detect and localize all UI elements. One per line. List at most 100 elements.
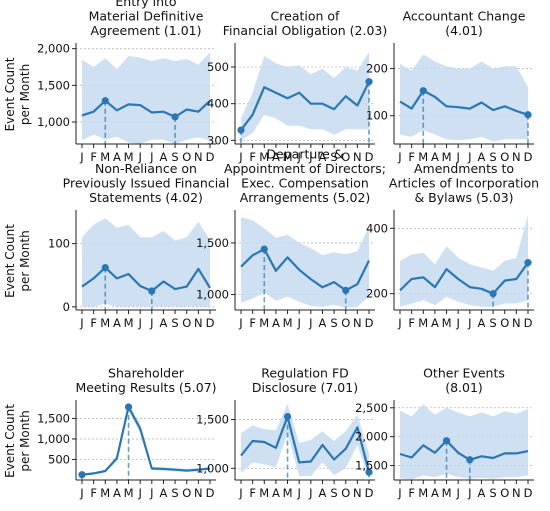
x-tick-label: O bbox=[182, 486, 191, 500]
x-tick-label: O bbox=[182, 150, 191, 164]
y-tick-label: 2,000 bbox=[37, 42, 70, 56]
y-axis-label: Event Count bbox=[3, 57, 17, 131]
x-tick-label: F bbox=[249, 486, 256, 500]
y-tick-label: 1,500 bbox=[355, 459, 388, 473]
x-tick-label: N bbox=[353, 150, 362, 164]
panel-title-line: Arrangements (5.02) bbox=[240, 190, 371, 205]
x-tick-label: D bbox=[206, 150, 215, 164]
x-tick-label: F bbox=[90, 316, 97, 330]
series-line bbox=[399, 439, 529, 461]
y-tick-label: 1,000 bbox=[196, 461, 229, 475]
x-tick-label: J bbox=[137, 316, 141, 330]
panel-title-line: Shareholder bbox=[108, 366, 185, 381]
data-point-marker bbox=[365, 78, 373, 86]
x-tick-label: J bbox=[467, 150, 471, 164]
data-point-marker bbox=[124, 403, 133, 411]
y-axis-label: per Month bbox=[18, 410, 32, 471]
x-tick-label: J bbox=[238, 150, 242, 164]
y-tick-label: 1,000 bbox=[37, 115, 70, 129]
x-tick-label: A bbox=[160, 486, 168, 500]
series-line bbox=[240, 415, 371, 473]
x-tick-label: J bbox=[79, 316, 83, 330]
panel-title-line: Disclosure (7.01) bbox=[252, 380, 358, 395]
x-tick-label: J bbox=[455, 316, 459, 330]
panel-title-line: (4.01) bbox=[445, 23, 483, 38]
panel-title-line: Appointment of Directors; bbox=[224, 161, 386, 176]
x-tick-label: N bbox=[353, 316, 362, 330]
x-tick-label: M bbox=[124, 486, 134, 500]
data-point-marker bbox=[466, 456, 474, 464]
x-tick-label: M bbox=[259, 316, 269, 330]
data-point-marker bbox=[442, 437, 451, 445]
x-tick-label: J bbox=[149, 316, 153, 330]
x-tick-label: D bbox=[206, 316, 215, 330]
x-tick-label: S bbox=[489, 486, 496, 500]
x-tick-label: J bbox=[238, 316, 242, 330]
x-tick-label: J bbox=[455, 486, 459, 500]
y-tick-label: 2,500 bbox=[355, 401, 388, 415]
data-point-marker bbox=[171, 113, 179, 121]
y-axis-label: per Month bbox=[18, 230, 32, 291]
y-tick-label: 1,500 bbox=[37, 78, 70, 92]
y-tick-label: 500 bbox=[48, 452, 70, 466]
x-tick-label: D bbox=[206, 486, 215, 500]
x-tick-label: A bbox=[319, 316, 327, 330]
panel-title-line: Entry into bbox=[115, 0, 176, 9]
x-tick-label: A bbox=[113, 486, 121, 500]
x-tick-label: N bbox=[353, 486, 362, 500]
panel-title-line: Exec. Compensation bbox=[241, 176, 369, 191]
x-tick-label: F bbox=[408, 486, 415, 500]
panel-title-line: Previously Issued Financial bbox=[63, 176, 230, 191]
y-tick-label: 400 bbox=[366, 221, 388, 235]
y-tick-label: 200 bbox=[366, 62, 388, 76]
x-tick-label: N bbox=[194, 486, 203, 500]
x-tick-label: M bbox=[283, 486, 293, 500]
data-point-marker bbox=[524, 259, 532, 267]
x-tick-label: O bbox=[500, 150, 509, 164]
x-tick-label: J bbox=[397, 316, 401, 330]
confidence-band bbox=[241, 217, 369, 308]
y-tick-label: 1,000 bbox=[37, 432, 70, 446]
x-tick-label: M bbox=[283, 150, 293, 164]
y-tick-label: 200 bbox=[366, 287, 388, 301]
x-tick-label: O bbox=[182, 316, 191, 330]
y-tick-label: 500 bbox=[207, 60, 229, 74]
data-point-marker bbox=[260, 245, 268, 253]
x-tick-label: N bbox=[194, 150, 203, 164]
y-tick-label: 100 bbox=[48, 237, 70, 251]
x-tick-label: M bbox=[442, 316, 452, 330]
x-tick-label: D bbox=[365, 316, 374, 330]
x-tick-label: J bbox=[397, 486, 401, 500]
y-tick-label: 400 bbox=[207, 97, 229, 111]
data-point-marker bbox=[524, 111, 532, 119]
x-tick-label: M bbox=[259, 486, 269, 500]
x-tick-label: A bbox=[478, 486, 486, 500]
panel-title-line: & Bylaws (5.03) bbox=[414, 190, 513, 205]
x-tick-label: M bbox=[124, 150, 134, 164]
confidence-band bbox=[82, 218, 210, 307]
x-tick-label: J bbox=[137, 150, 141, 164]
x-tick-label: F bbox=[90, 486, 97, 500]
y-tick-label: 1,000 bbox=[196, 288, 229, 302]
x-tick-label: J bbox=[238, 486, 242, 500]
y-tick-label: 1,500 bbox=[37, 411, 70, 425]
x-tick-label: J bbox=[296, 486, 300, 500]
data-point-marker bbox=[237, 126, 245, 134]
x-tick-label: A bbox=[160, 316, 168, 330]
x-tick-label: M bbox=[100, 316, 110, 330]
x-tick-label: N bbox=[194, 316, 203, 330]
x-tick-label: A bbox=[319, 486, 327, 500]
x-tick-label: N bbox=[512, 316, 521, 330]
x-tick-label: J bbox=[137, 486, 141, 500]
x-tick-label: A bbox=[113, 316, 121, 330]
x-tick-label: M bbox=[124, 316, 134, 330]
confidence-band bbox=[82, 52, 210, 144]
